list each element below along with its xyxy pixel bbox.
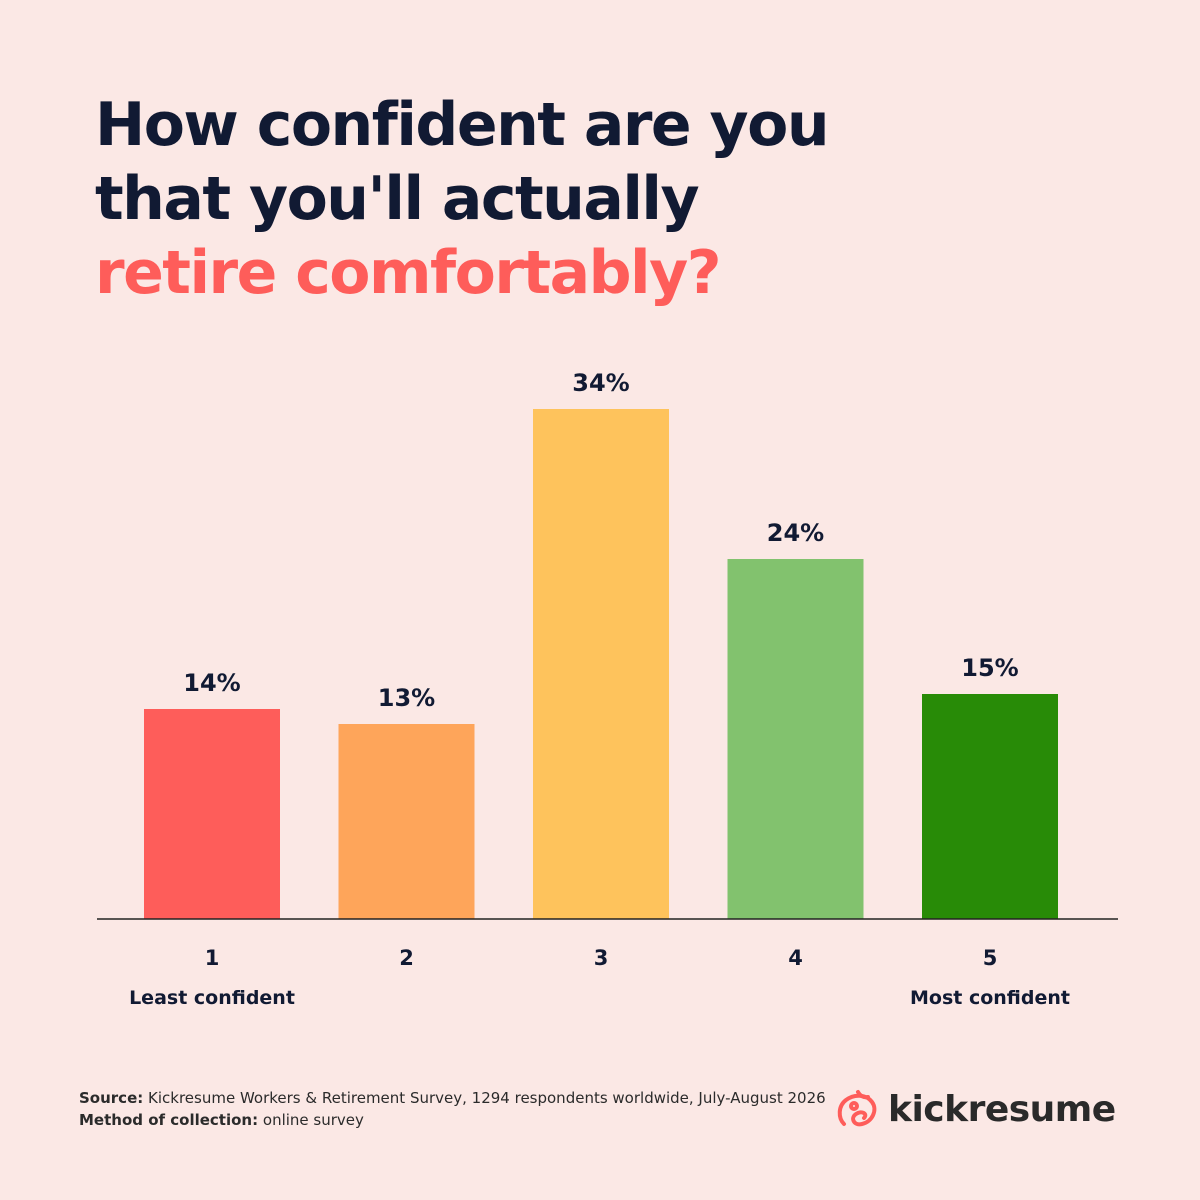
tick-label-4: 4 xyxy=(788,946,803,970)
tick-sublabel-1: Least confident xyxy=(129,987,295,1009)
source-label: Source: xyxy=(79,1089,144,1107)
data-label-3: 34% xyxy=(572,369,629,397)
brand-logo: kickresume xyxy=(834,1086,1116,1132)
bar-5 xyxy=(922,694,1058,919)
chart-title: How confident are you that you'll actual… xyxy=(95,88,1095,310)
bar-1 xyxy=(144,709,280,919)
chart-footer: Source: Kickresume Workers & Retirement … xyxy=(79,1087,826,1131)
brand-name: kickresume xyxy=(888,1088,1116,1130)
tick-label-3: 3 xyxy=(594,946,609,970)
kickresume-logo-icon xyxy=(837,1090,877,1127)
title-line-2: that you'll actually xyxy=(95,164,700,234)
method-note: Method of collection: online survey xyxy=(79,1109,826,1131)
title-line-1: How confident are you xyxy=(95,90,830,160)
tick-label-1: 1 xyxy=(205,946,220,970)
data-label-1: 14% xyxy=(183,669,240,697)
source-note: Source: Kickresume Workers & Retirement … xyxy=(79,1087,826,1109)
data-label-2: 13% xyxy=(378,684,435,712)
bar-3 xyxy=(533,409,669,919)
tick-label-2: 2 xyxy=(399,946,414,970)
bar-4 xyxy=(727,559,864,919)
bar-2 xyxy=(338,724,475,919)
title-line-3-highlight: retire comfortably? xyxy=(95,238,722,308)
method-label: Method of collection: xyxy=(79,1111,259,1129)
data-label-5: 15% xyxy=(961,654,1018,682)
bar-chart: 14% 1 Least confident 13% 2 34% 3 24% 4 15% 5 Most … xyxy=(97,369,1118,1009)
method-text: online survey xyxy=(262,1111,364,1129)
data-label-4: 24% xyxy=(767,519,824,547)
tick-sublabel-5: Most confident xyxy=(910,987,1070,1009)
tick-label-5: 5 xyxy=(983,946,998,970)
source-text: Kickresume Workers & Retirement Survey, … xyxy=(148,1089,826,1107)
